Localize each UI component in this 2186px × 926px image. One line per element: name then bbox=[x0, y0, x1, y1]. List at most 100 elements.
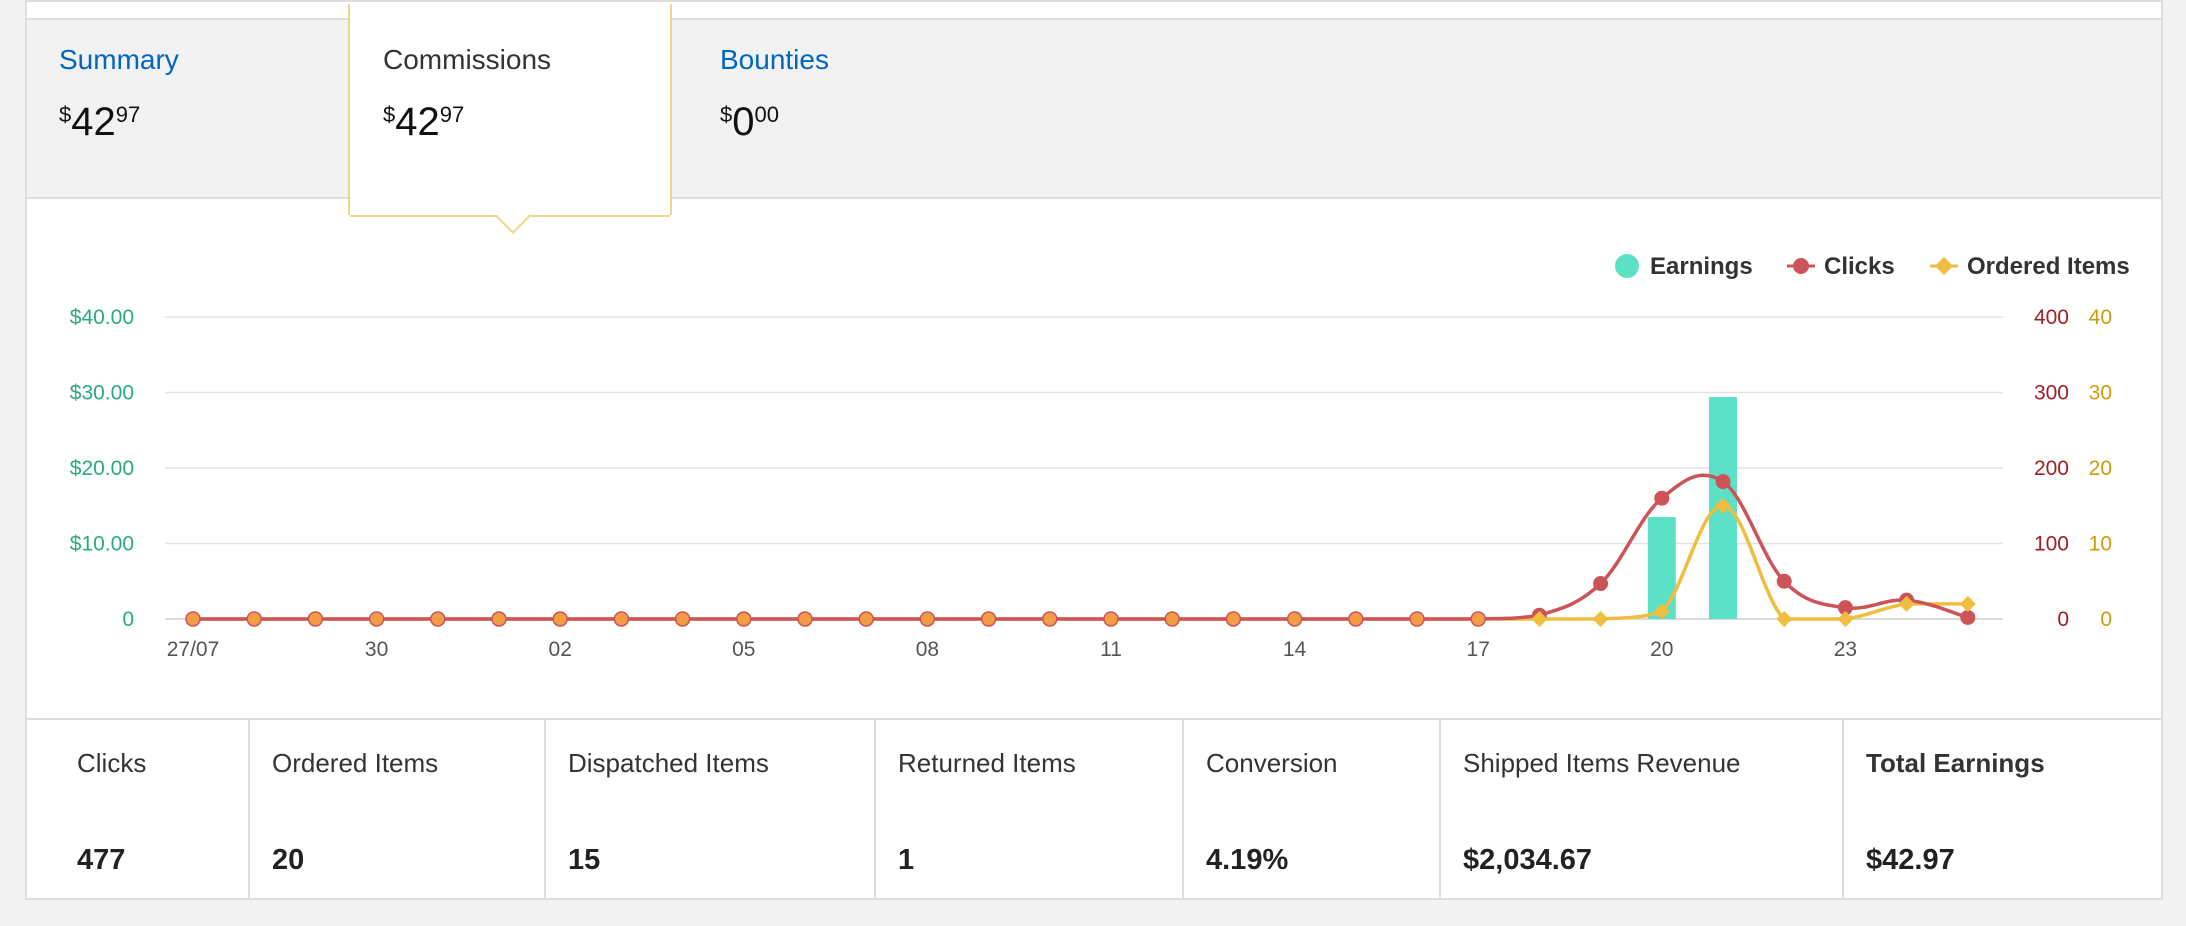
stat-conversion: Conversion 4.19% bbox=[1184, 720, 1441, 900]
stat-dispatched-items-label: Dispatched Items bbox=[568, 748, 769, 778]
y-right-clicks-tick-label: 200 bbox=[2034, 457, 2069, 480]
ordered-items-point bbox=[1592, 611, 1609, 627]
legend-label: Clicks bbox=[1824, 253, 1895, 280]
x-tick-label: 23 bbox=[1834, 638, 1857, 661]
y-left-tick-label: $10.00 bbox=[70, 533, 134, 556]
stat-conversion-label: Conversion bbox=[1206, 748, 1338, 778]
y-right-clicks-tick-label: 400 bbox=[2034, 306, 2069, 329]
earnings-tabs: Summary $4297 Commissions $4297 Bounties… bbox=[27, 4, 2161, 217]
x-tick-label: 08 bbox=[916, 638, 939, 661]
clicks-point bbox=[1593, 576, 1609, 592]
tab-bounties-amount: $000 bbox=[720, 100, 779, 144]
ordered-items-point bbox=[1653, 603, 1670, 620]
clicks-point bbox=[491, 611, 507, 627]
stat-clicks-label: Clicks bbox=[77, 748, 147, 778]
clicks-point bbox=[185, 611, 201, 627]
clicks-point bbox=[1103, 611, 1119, 627]
x-tick-label: 17 bbox=[1467, 638, 1490, 661]
stat-returned-items: Returned Items 1 bbox=[876, 720, 1184, 900]
legend-ordered-marker bbox=[1935, 257, 1953, 275]
clicks-point bbox=[1164, 611, 1180, 627]
stat-returned-items-label: Returned Items bbox=[898, 748, 1076, 778]
x-tick-label: 02 bbox=[549, 638, 572, 661]
y-left-tick-label: $30.00 bbox=[70, 382, 134, 405]
tab-commissions-label[interactable]: Commissions bbox=[383, 44, 552, 75]
stat-shipped-revenue: Shipped Items Revenue $2,034.67 bbox=[1441, 720, 1844, 900]
performance-card: Summary $4297 Commissions $4297 Bounties… bbox=[25, 0, 2163, 900]
y-right-ordered-tick-label: 30 bbox=[2089, 382, 2112, 405]
y-left-tick-label: 0 bbox=[122, 608, 134, 631]
x-tick-label: 11 bbox=[1100, 638, 1122, 661]
y-right-ordered-tick-label: 0 bbox=[2100, 608, 2112, 631]
clicks-point bbox=[858, 611, 874, 627]
x-tick-label: 05 bbox=[732, 638, 755, 661]
stat-shipped-revenue-value: $2,034.67 bbox=[1463, 844, 1593, 876]
y-right-clicks-tick-label: 100 bbox=[2034, 533, 2069, 556]
clicks-point bbox=[430, 611, 446, 627]
clicks-point bbox=[552, 611, 568, 627]
stat-total-earnings-value: $42.97 bbox=[1866, 844, 1955, 876]
stat-conversion-value: 4.19% bbox=[1206, 844, 1289, 876]
clicks-point bbox=[368, 611, 385, 627]
tab-commissions-amount: $4297 bbox=[383, 100, 465, 144]
ordered-items-point bbox=[1776, 611, 1793, 627]
ordered-items-point bbox=[1898, 595, 1915, 612]
stat-dispatched-items-value: 15 bbox=[568, 844, 601, 876]
clicks-point bbox=[736, 611, 752, 627]
series-points bbox=[185, 474, 1976, 627]
clicks-point bbox=[980, 611, 997, 627]
clicks-point bbox=[1837, 600, 1853, 616]
clicks-point bbox=[613, 611, 630, 627]
clicks-point bbox=[919, 611, 936, 627]
clicks-point bbox=[1286, 611, 1303, 627]
stat-shipped-revenue-label: Shipped Items Revenue bbox=[1463, 748, 1741, 778]
clicks-point bbox=[1960, 609, 1976, 625]
clicks-point bbox=[1776, 573, 1792, 589]
ordered-items-point bbox=[1837, 611, 1854, 627]
x-tick-label: 14 bbox=[1283, 638, 1307, 661]
clicks-point bbox=[1348, 611, 1364, 627]
clicks-point bbox=[307, 611, 324, 627]
stat-clicks-value: 477 bbox=[77, 844, 126, 876]
x-tick-label: 27/07 bbox=[167, 638, 220, 661]
ordered-items-point bbox=[1959, 595, 1976, 612]
stat-clicks: Clicks 477 bbox=[27, 720, 250, 900]
clicks-point bbox=[1470, 611, 1486, 627]
y-left-tick-label: $40.00 bbox=[70, 306, 134, 329]
earnings-chart: 0 $10.00 $20.00 $30.00 $40.00 0 100 200 300 400 0 1… bbox=[70, 253, 2130, 661]
legend-label: Earnings bbox=[1650, 253, 1753, 280]
x-tick-label: 30 bbox=[365, 638, 388, 661]
ordered-items-point bbox=[1715, 497, 1731, 514]
clicks-point bbox=[674, 611, 691, 627]
y-right-ordered-tick-label: 20 bbox=[2089, 457, 2112, 480]
tab-summary[interactable]: Summary $4297 bbox=[27, 20, 347, 201]
clicks-point bbox=[1042, 611, 1058, 627]
ordered-items-point bbox=[1531, 611, 1548, 627]
clicks-point bbox=[1715, 474, 1731, 490]
y-right-ordered-tick-label: 40 bbox=[2089, 306, 2112, 329]
stat-returned-items-value: 1 bbox=[898, 844, 915, 876]
legend-clicks-marker bbox=[1793, 258, 1809, 274]
ordered-items-line bbox=[192, 503, 1968, 621]
x-tick-label: 20 bbox=[1650, 638, 1673, 661]
legend-earnings-marker bbox=[1615, 254, 1639, 278]
stat-ordered-items: Ordered Items 20 bbox=[250, 720, 546, 900]
stats-row: Clicks 477 Ordered Items 20 Dispatched I… bbox=[27, 718, 2161, 900]
clicks-point bbox=[1654, 490, 1670, 506]
y-left-tick-label: $20.00 bbox=[70, 457, 134, 480]
series-lines bbox=[192, 473, 1969, 621]
tab-summary-label[interactable]: Summary bbox=[59, 44, 179, 75]
stat-ordered-items-value: 20 bbox=[272, 844, 305, 876]
tab-bounties[interactable]: Bounties $000 bbox=[687, 20, 1007, 201]
clicks-point bbox=[797, 611, 813, 627]
clicks-point bbox=[1409, 611, 1425, 627]
legend-label: Ordered Items bbox=[1967, 253, 2130, 280]
tab-commissions[interactable]: Commissions $4297 bbox=[348, 4, 672, 217]
tab-bounties-label[interactable]: Bounties bbox=[720, 44, 829, 75]
stat-dispatched-items: Dispatched Items 15 bbox=[546, 720, 876, 900]
clicks-line bbox=[192, 473, 1969, 621]
y-right-ordered-tick-label: 10 bbox=[2089, 533, 2112, 556]
y-right-clicks-tick-label: 0 bbox=[2057, 608, 2069, 631]
chart-legend: Earnings Clicks Ordered Items bbox=[1615, 253, 2130, 280]
clicks-point bbox=[1225, 611, 1242, 627]
